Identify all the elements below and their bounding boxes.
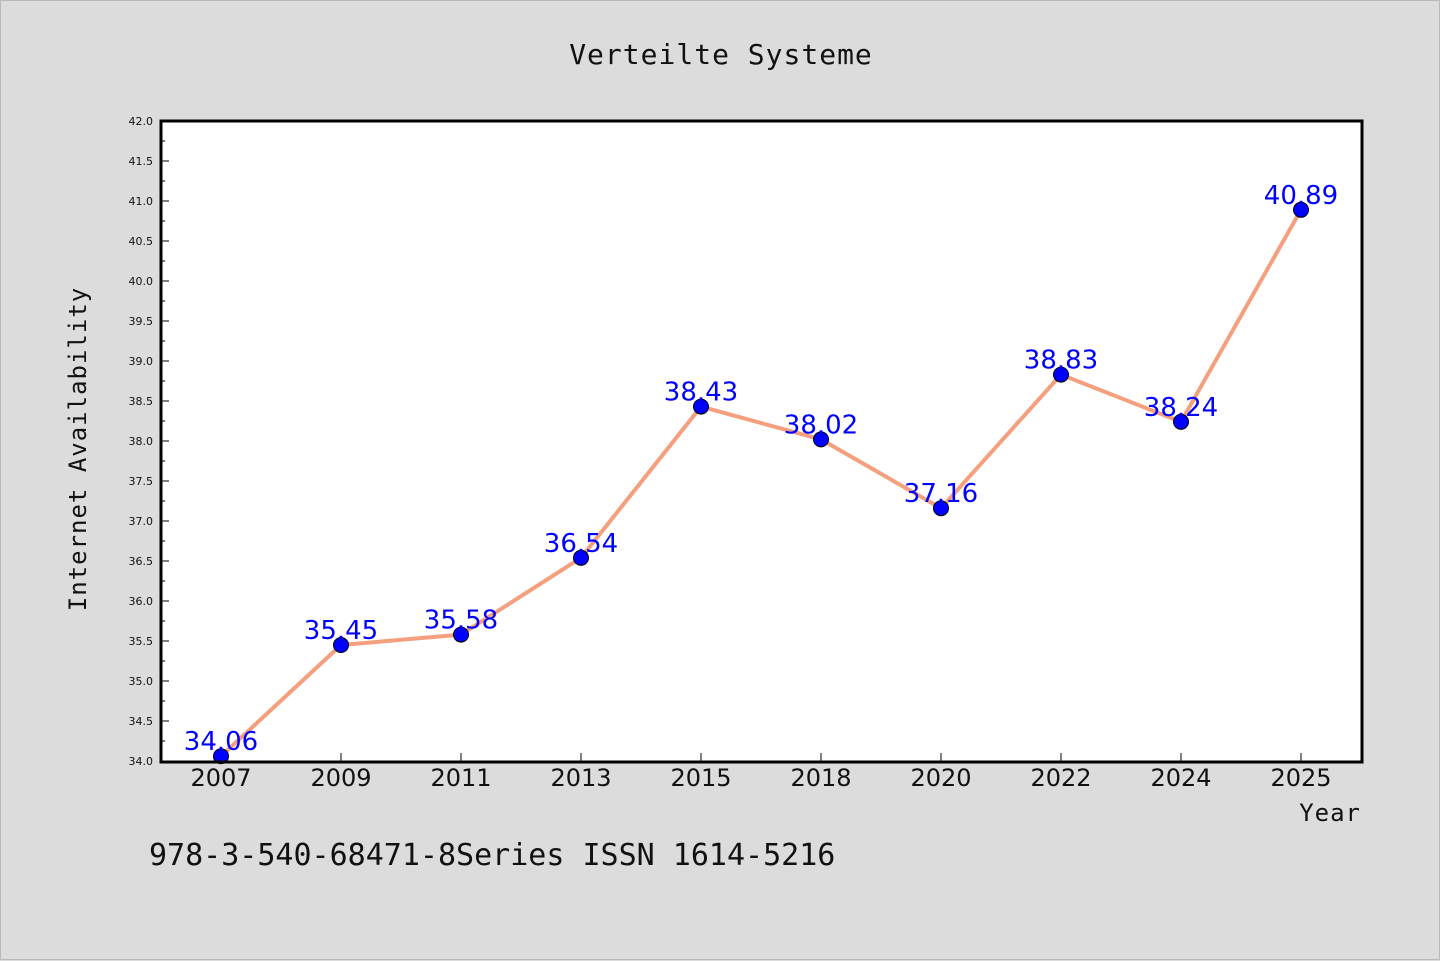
x-tick-label: 2007	[190, 764, 251, 792]
y-tick-label: 42.0	[129, 115, 154, 128]
y-tick-label: 35.0	[129, 675, 154, 688]
y-tick-label: 39.5	[129, 315, 154, 328]
data-label: 34.06	[184, 727, 258, 757]
chart-title: Verteilte Systeme	[569, 38, 873, 71]
x-tick-label: 2013	[550, 764, 611, 792]
y-tick-label: 38.5	[129, 395, 154, 408]
x-tick-label: 2020	[910, 764, 971, 792]
x-tick-label: 2025	[1270, 764, 1331, 792]
y-tick-label: 34.5	[129, 715, 154, 728]
data-label: 35.45	[304, 616, 378, 646]
x-tick-label: 2009	[310, 764, 371, 792]
y-tick-label: 36.0	[129, 595, 154, 608]
y-axis: 34.0 34.5 35.0 35.5 36.0 36.5 37.0 37.5 38.0 38.5…	[129, 115, 169, 768]
y-tick-label: 40.0	[129, 275, 154, 288]
y-tick-label: 37.5	[129, 475, 154, 488]
y-axis-label: Internet Availability	[64, 287, 92, 611]
y-tick-label: 39.0	[129, 355, 154, 368]
data-point	[1173, 413, 1189, 430]
data-point	[453, 626, 469, 643]
data-label: 40.89	[1264, 181, 1338, 211]
data-point	[573, 549, 589, 566]
series-line	[219, 207, 1303, 759]
y-tick-label: 40.5	[129, 235, 154, 248]
data-point	[813, 431, 829, 448]
x-tick-label: 2015	[670, 764, 731, 792]
plot-frame	[159, 119, 1364, 764]
y-tick-label: 35.5	[129, 635, 154, 648]
data-label: 38.43	[664, 378, 738, 408]
x-axis: 2007 2009 2011 2013 2015 2018 2020 2022 2024 2025	[190, 753, 1332, 792]
y-tick-label: 34.0	[129, 755, 154, 768]
data-label: 37.16	[904, 479, 978, 509]
data-point	[693, 398, 709, 415]
series-layer: 34.06 35.45 35.58 36.54 38.43 38.02 37.16 38.83…	[184, 181, 1338, 765]
x-tick-label: 2022	[1030, 764, 1091, 792]
data-point	[1293, 201, 1309, 218]
data-point	[1053, 366, 1069, 383]
data-label: 38.02	[784, 410, 858, 440]
data-label: 35.58	[424, 606, 498, 636]
y-tick-label: 36.5	[129, 555, 154, 568]
x-tick-label: 2018	[790, 764, 851, 792]
data-point	[933, 500, 949, 517]
footer-text: 978-3-540-68471-8Series ISSN 1614-5216	[149, 838, 835, 873]
data-label: 38.83	[1024, 346, 1098, 376]
y-tick-label: 41.5	[129, 155, 154, 168]
data-point	[333, 637, 349, 653]
y-tick-label: 37.0	[129, 515, 154, 528]
x-tick-label: 2011	[430, 764, 491, 792]
x-tick-label: 2024	[1150, 764, 1211, 792]
plot-area	[161, 121, 1362, 762]
y-tick-label: 41.0	[129, 195, 154, 208]
x-axis-label: Year	[1299, 799, 1361, 827]
data-point	[213, 748, 229, 765]
data-label: 36.54	[544, 529, 618, 559]
data-label: 38.24	[1144, 393, 1218, 423]
y-tick-label: 38.0	[129, 435, 154, 448]
